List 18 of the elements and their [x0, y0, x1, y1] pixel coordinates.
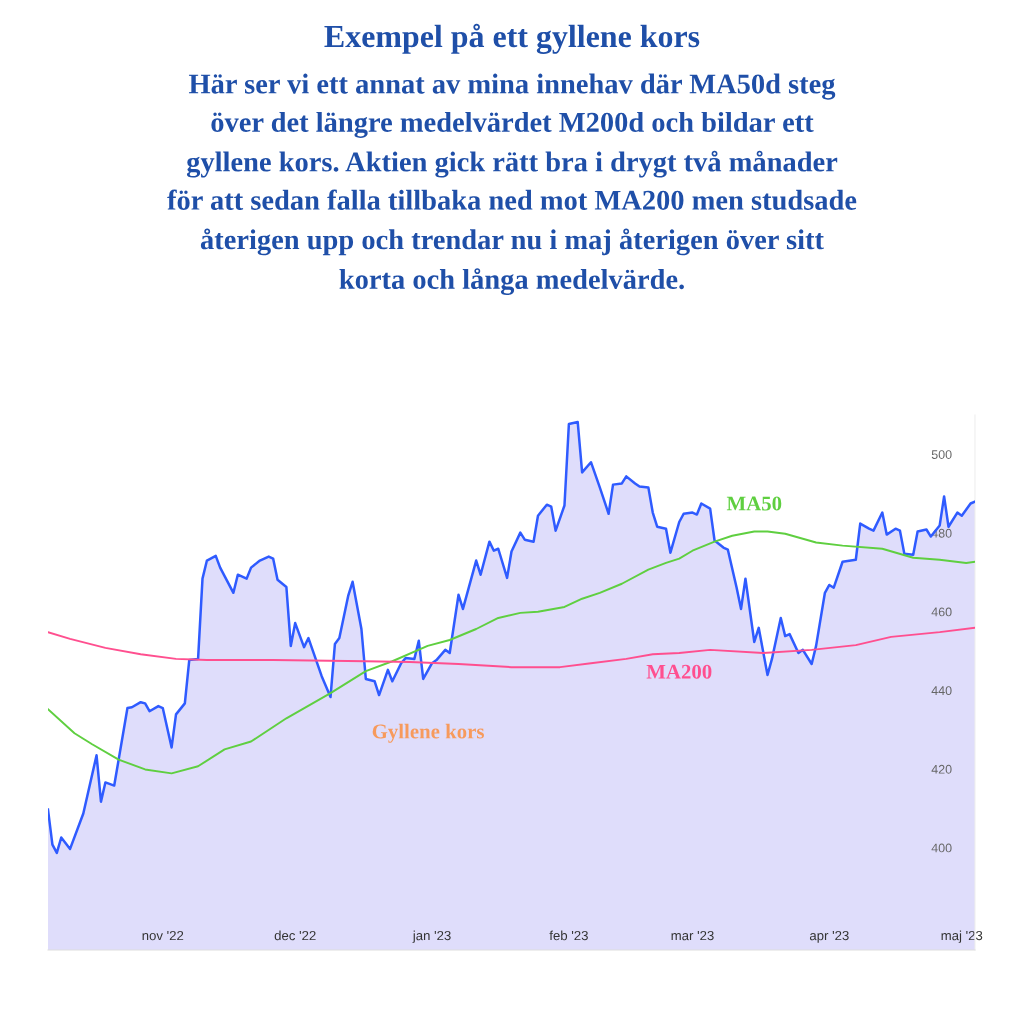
- x-tick-label: nov '22: [142, 930, 184, 941]
- x-tick-label: dec '22: [274, 930, 316, 941]
- y-tick-label: 460: [931, 607, 952, 617]
- x-tick-label: mar '23: [671, 930, 714, 941]
- chart-title: Exempel på ett gyllene kors: [324, 23, 700, 54]
- y-tick-label: 400: [931, 843, 952, 853]
- series-label: MA200: [646, 664, 712, 679]
- x-tick-label: apr '23: [809, 930, 849, 943]
- series-label: MA50: [726, 496, 782, 511]
- annotation: Gyllene kors: [372, 723, 484, 743]
- y-tick-label: 440: [931, 686, 952, 696]
- line-series: [48, 530, 975, 775]
- y-tick-label: 500: [931, 450, 952, 459]
- x-tick-label: feb '23: [549, 930, 588, 941]
- chart-subtitle: Här ser vi ett annat av mina innehav där MA50d steg över det längre medelvärdet M200d och bildar ett gyllene kors. Aktien gick rätt bra i drygt två månader för att sedan falla tillbaka ned mot MA200 men studsade återigen upp och trendar nu i maj återigen över sitt korta och långa medelvärde.: [167, 73, 857, 296]
- x-tick-label: maj '23: [941, 930, 983, 943]
- y-tick-label: 420: [931, 764, 952, 774]
- x-tick-label: jan '23: [412, 930, 451, 943]
